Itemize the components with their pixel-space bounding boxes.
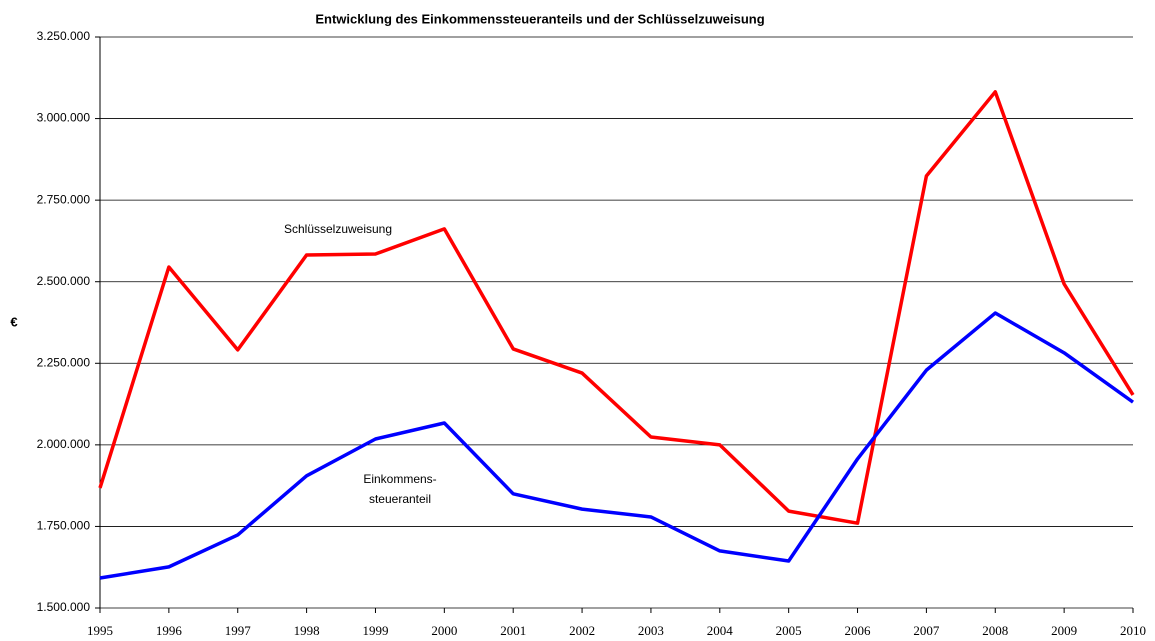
x-tick-label: 1996 bbox=[156, 623, 183, 638]
x-tick-label: 2006 bbox=[845, 623, 872, 638]
x-tick-label: 2007 bbox=[913, 623, 940, 638]
y-tick-label: 2.000.000 bbox=[37, 437, 91, 451]
y-axis-label: € bbox=[10, 314, 17, 329]
y-tick-label: 3.000.000 bbox=[37, 111, 91, 125]
y-tick-label: 1.500.000 bbox=[37, 600, 91, 614]
x-tick-label: 2005 bbox=[776, 623, 802, 638]
x-tick-label: 2003 bbox=[638, 623, 664, 638]
y-tick-label: 2.250.000 bbox=[37, 355, 91, 369]
series-line bbox=[99, 311, 1135, 580]
x-tick-label: 2009 bbox=[1051, 623, 1077, 638]
annotation: Schlüsselzuweisung bbox=[284, 222, 392, 236]
x-tick-label: 1995 bbox=[87, 623, 113, 638]
x-tick-label: 2010 bbox=[1120, 623, 1146, 638]
x-tick-label: 1998 bbox=[294, 623, 320, 638]
x-tick-label: 2002 bbox=[569, 623, 595, 638]
series-line bbox=[98, 90, 1135, 525]
annotation: steueranteil bbox=[369, 492, 431, 506]
x-tick-label: 2000 bbox=[431, 623, 457, 638]
x-tick-label: 2004 bbox=[707, 623, 734, 638]
y-tick-label: 3.250.000 bbox=[37, 29, 91, 43]
x-tick-label: 1999 bbox=[362, 623, 388, 638]
y-tick-label: 1.750.000 bbox=[37, 519, 91, 533]
x-tick-label: 1997 bbox=[225, 623, 252, 638]
chart-title: Entwicklung des Einkommenssteueranteils … bbox=[315, 11, 764, 26]
annotation: Einkommens- bbox=[363, 472, 436, 486]
y-tick-label: 2.750.000 bbox=[37, 192, 91, 206]
x-tick-label: 2001 bbox=[500, 623, 526, 638]
y-tick-label: 2.500.000 bbox=[37, 274, 91, 288]
x-tick-label: 2008 bbox=[982, 623, 1008, 638]
